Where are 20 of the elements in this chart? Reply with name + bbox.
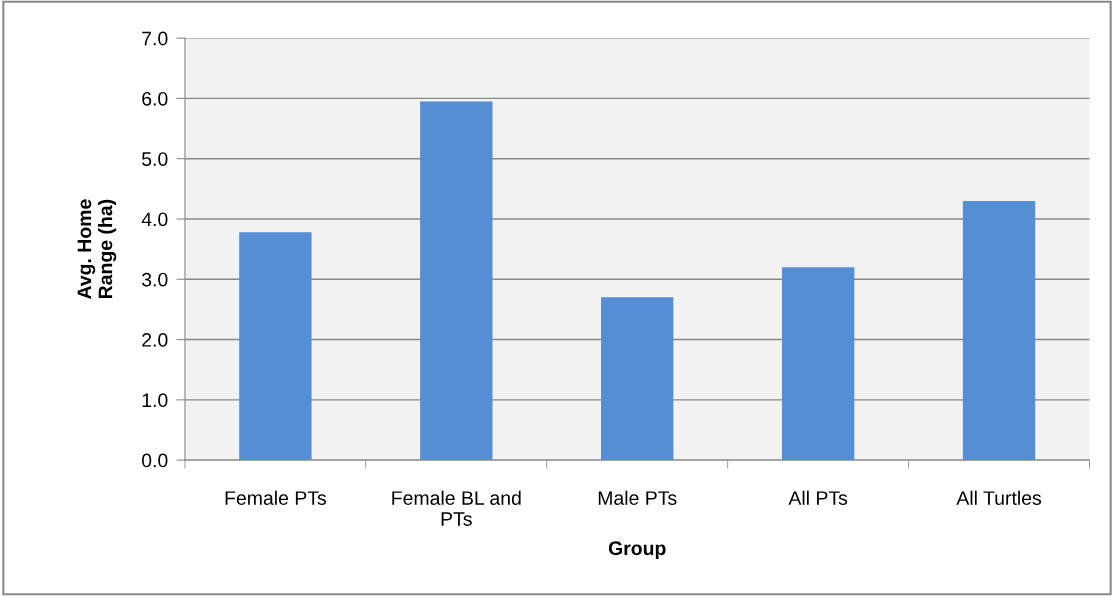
x-tick-label: All PTs [788,490,848,505]
bar [781,267,855,461]
x-tick-label: All Turtles [956,490,1042,505]
bar [601,297,674,461]
y-tick-label: 5.0 [142,152,168,166]
bar [239,232,312,461]
y-tick-label: 3.0 [141,272,168,287]
x-axis-title: Group [608,541,666,559]
y-tick-label: 6.0 [142,91,168,106]
bar [420,101,493,461]
x-tick-label: Male PTs [598,490,677,505]
y-tick-label: 2.0 [142,333,168,347]
y-tick-label: 0.0 [141,453,168,468]
y-axis-title: Avg. Home Range (ha) [77,199,117,300]
x-tick-label: Female PTs [225,490,326,505]
y-tick-label: 7.0 [142,31,168,46]
bar [962,200,1036,461]
y-tick-label: 1.0 [142,393,168,408]
y-tick-label: 4.0 [141,212,168,227]
x-tick-label: Female BL and PTs [392,490,521,526]
